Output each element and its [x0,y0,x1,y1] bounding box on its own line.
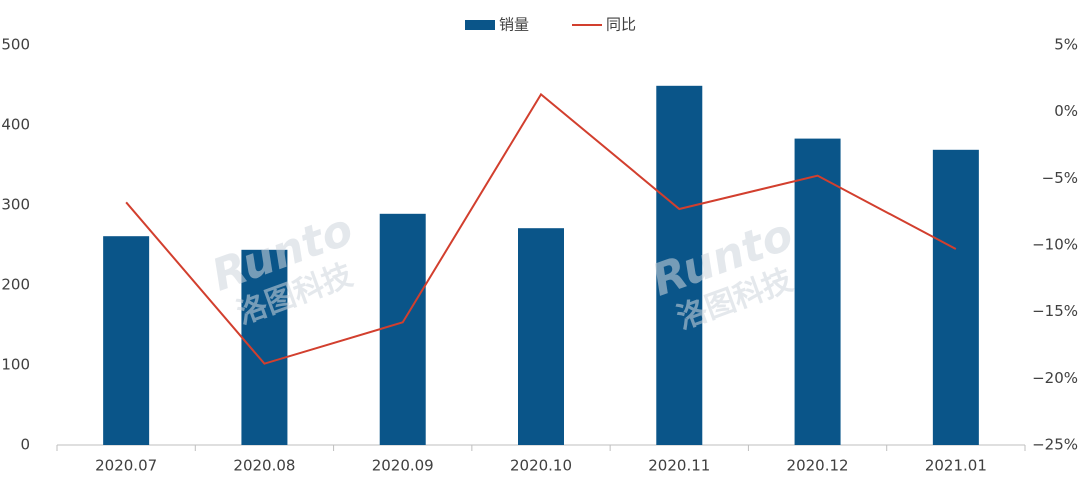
x-tick-label: 2021.01 [925,457,987,475]
legend-label: 销量 [499,16,529,34]
x-tick-label: 2020.09 [372,457,434,475]
y2-tick-label: 0% [1054,102,1078,120]
y2-tick-label: −10% [1032,236,1078,254]
bar [932,149,979,446]
y2-tick-label: −5% [1042,169,1078,187]
bar [794,138,841,445]
y-tick-label: 500 [1,36,30,54]
x-tick-label: 2020.08 [233,457,295,475]
y2-tick-label: −25% [1032,436,1078,454]
line [125,92,957,365]
x-tick-label: 2020.10 [510,457,572,475]
y-tick-label: 200 [1,276,30,294]
bar [518,228,564,445]
y2-tick-label: −15% [1032,302,1078,320]
bar [656,85,703,446]
y-tick-label: 0 [20,436,30,454]
legend-label: 同比 [606,16,636,34]
bar [379,213,426,445]
y-tick-label: 100 [1,356,30,374]
y2-tick-label: −20% [1032,369,1078,387]
x-tick-label: 2020.11 [648,457,710,475]
x-tick-label: 2020.12 [787,457,849,475]
bar [241,249,288,445]
bar [103,236,150,445]
y-tick-label: 400 [1,116,30,134]
legend-swatch [465,20,495,30]
x-tick-label: 2020.07 [95,457,157,475]
y-tick-label: 300 [1,196,30,214]
y2-tick-label: 5% [1054,36,1078,54]
